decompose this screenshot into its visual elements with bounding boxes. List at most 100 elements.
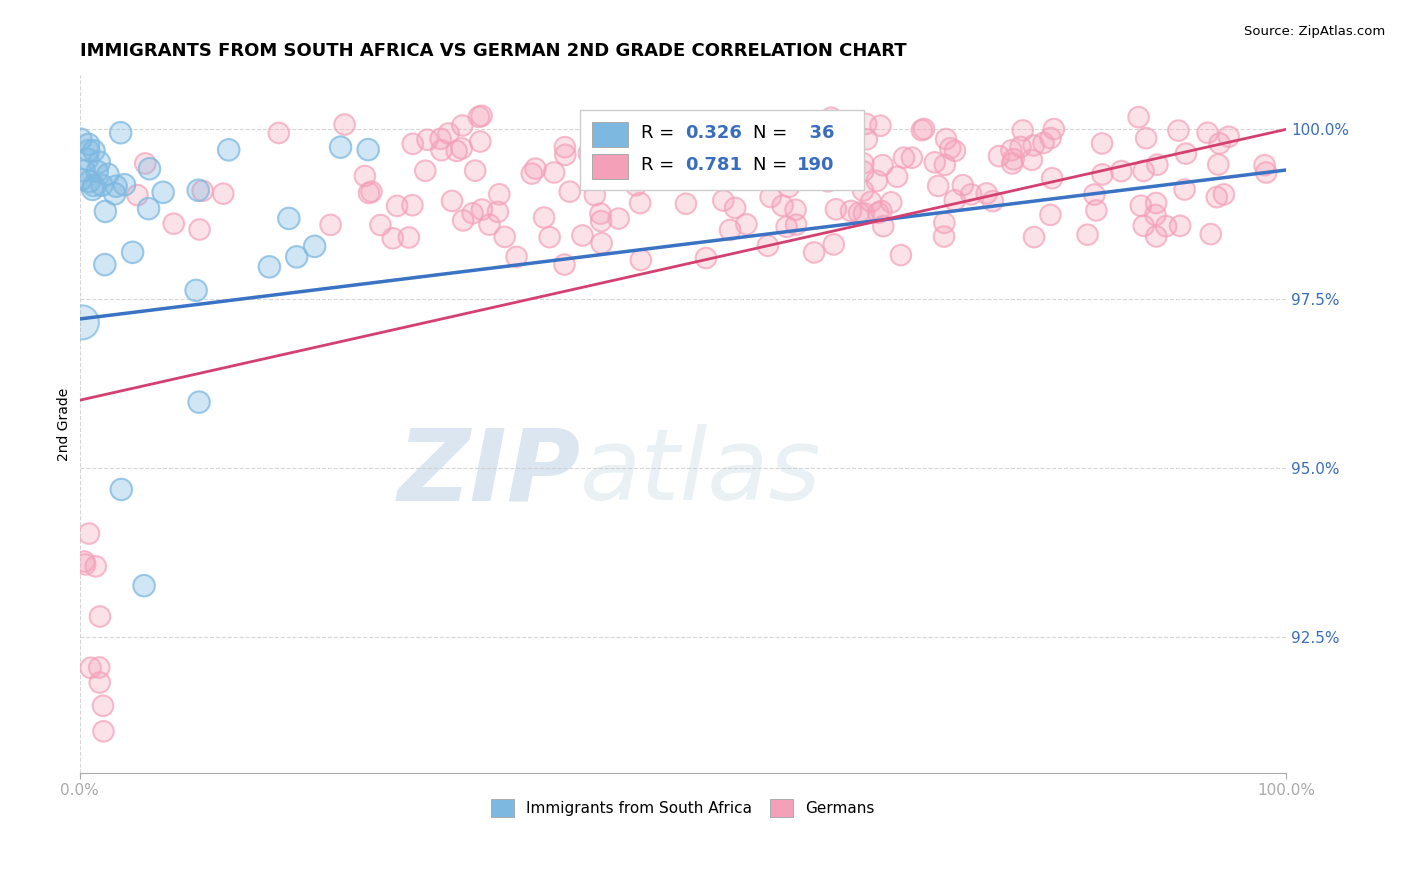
Point	[304, 239, 326, 253]
Point	[704, 147, 727, 161]
Point	[607, 211, 630, 226]
Point	[86, 164, 108, 178]
Point	[1039, 208, 1062, 222]
Point	[486, 205, 509, 219]
Point	[188, 395, 211, 409]
Point	[470, 135, 492, 149]
Point	[440, 194, 463, 208]
Text: 0.781: 0.781	[685, 156, 742, 174]
Point	[357, 143, 380, 157]
Point	[832, 136, 855, 150]
Point	[138, 161, 160, 176]
Point	[870, 204, 893, 219]
Point	[868, 206, 890, 220]
Point	[718, 223, 741, 237]
Point	[1021, 153, 1043, 167]
Point	[478, 218, 501, 232]
Point	[524, 161, 547, 176]
Point	[880, 195, 903, 210]
Point	[1001, 156, 1024, 170]
Text: 190: 190	[797, 156, 835, 174]
Point	[114, 178, 136, 192]
Point	[89, 155, 111, 169]
Point	[934, 158, 956, 172]
Point	[671, 168, 693, 182]
Point	[1206, 157, 1229, 171]
Point	[104, 186, 127, 201]
Point	[1091, 167, 1114, 181]
Point	[673, 156, 696, 170]
Point	[451, 213, 474, 227]
Point	[471, 109, 494, 123]
Point	[75, 558, 97, 572]
Point	[79, 661, 101, 675]
Point	[834, 119, 856, 133]
Point	[1111, 164, 1133, 178]
Point	[73, 555, 96, 569]
Point	[589, 207, 612, 221]
Point	[558, 185, 581, 199]
Point	[187, 183, 209, 197]
Point	[1085, 203, 1108, 218]
Point	[267, 126, 290, 140]
Point	[675, 196, 697, 211]
Point	[402, 136, 425, 151]
Point	[461, 206, 484, 220]
Point	[184, 284, 207, 298]
Point	[218, 143, 240, 157]
Point	[912, 122, 935, 136]
Point	[932, 229, 955, 244]
Point	[319, 218, 342, 232]
Point	[370, 218, 392, 232]
Point	[1199, 227, 1222, 241]
Point	[415, 163, 437, 178]
Point	[553, 258, 575, 272]
Point	[1218, 129, 1240, 144]
Point	[1002, 153, 1025, 167]
Text: IMMIGRANTS FROM SOUTH AFRICA VS GERMAN 2ND GRADE CORRELATION CHART: IMMIGRANTS FROM SOUTH AFRICA VS GERMAN 2…	[80, 42, 905, 60]
Point	[602, 153, 624, 168]
Point	[869, 119, 891, 133]
Point	[381, 231, 404, 245]
Point	[554, 140, 576, 154]
Point	[693, 120, 716, 134]
Point	[79, 661, 101, 675]
Point	[824, 164, 846, 178]
Point	[132, 579, 155, 593]
Point	[856, 132, 879, 146]
Point	[981, 194, 1004, 208]
Point	[1040, 171, 1063, 186]
Point	[91, 178, 114, 193]
Point	[360, 185, 382, 199]
Point	[494, 230, 516, 244]
Point	[1000, 144, 1022, 158]
Point	[212, 186, 235, 201]
Point	[820, 111, 842, 125]
Point	[571, 228, 593, 243]
Point	[960, 187, 983, 202]
Point	[852, 164, 875, 178]
Point	[94, 258, 117, 272]
Point	[218, 143, 240, 157]
Point	[1167, 123, 1189, 137]
Point	[607, 211, 630, 226]
Point	[815, 166, 838, 180]
Point	[76, 153, 98, 167]
Point	[890, 248, 912, 262]
Point	[939, 141, 962, 155]
Point	[451, 213, 474, 227]
Point	[1010, 140, 1032, 154]
Point	[1205, 190, 1227, 204]
Point	[952, 178, 974, 193]
Point	[839, 204, 862, 219]
Point	[806, 132, 828, 146]
Point	[924, 155, 946, 169]
Point	[1144, 196, 1167, 211]
Point	[1135, 131, 1157, 145]
Point	[212, 186, 235, 201]
Point	[464, 163, 486, 178]
Point	[357, 186, 380, 200]
Point	[630, 252, 652, 267]
Text: N =: N =	[752, 124, 793, 142]
Point	[437, 127, 460, 141]
